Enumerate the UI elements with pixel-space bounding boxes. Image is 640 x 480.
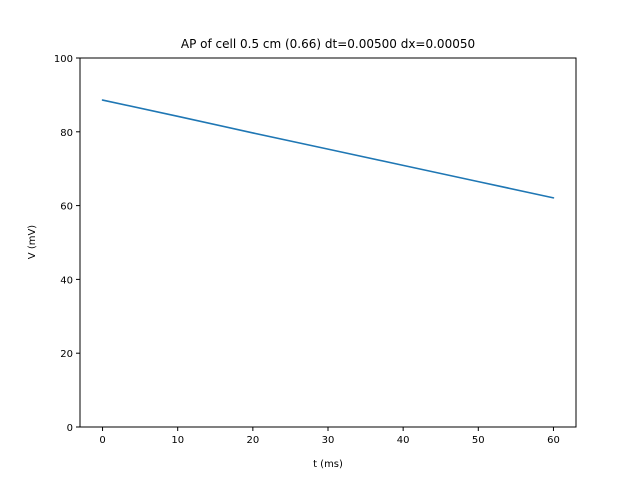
series-layer	[101, 99, 555, 199]
x-tick-label: 0	[99, 435, 105, 446]
x-axis-label: t (ms)	[313, 459, 343, 470]
x-tick-label: 40	[397, 435, 410, 446]
chart-title: AP of cell 0.5 cm (0.66) dt=0.00500 dx=0…	[181, 37, 475, 51]
x-tick-label: 20	[246, 435, 259, 446]
x-tick-label: 50	[472, 435, 485, 446]
y-tick-label: 40	[60, 275, 73, 286]
series-line	[101, 99, 555, 199]
y-tick-label: 80	[60, 128, 73, 139]
y-axis-ticks: 0 20 40 60 80 100	[54, 54, 80, 434]
y-axis-label: V (mV)	[27, 225, 38, 260]
x-tick-label: 60	[547, 435, 560, 446]
y-tick-label: 20	[60, 349, 73, 360]
x-tick-label: 10	[171, 435, 184, 446]
y-tick-label: 0	[67, 423, 73, 434]
plot-area: 0 10 20 30 40 50 60 0 20 40 60 80 100	[54, 54, 577, 446]
x-axis-ticks: 0 10 20 30 40 50 60	[99, 427, 560, 446]
plot-frame	[79, 57, 577, 428]
y-tick-label: 60	[60, 202, 73, 213]
x-tick-label: 30	[322, 435, 335, 446]
y-tick-label: 100	[54, 54, 73, 65]
